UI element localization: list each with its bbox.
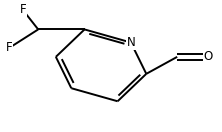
Text: F: F: [20, 3, 26, 16]
Text: O: O: [203, 50, 213, 63]
Text: N: N: [127, 36, 135, 49]
Text: F: F: [6, 41, 13, 54]
